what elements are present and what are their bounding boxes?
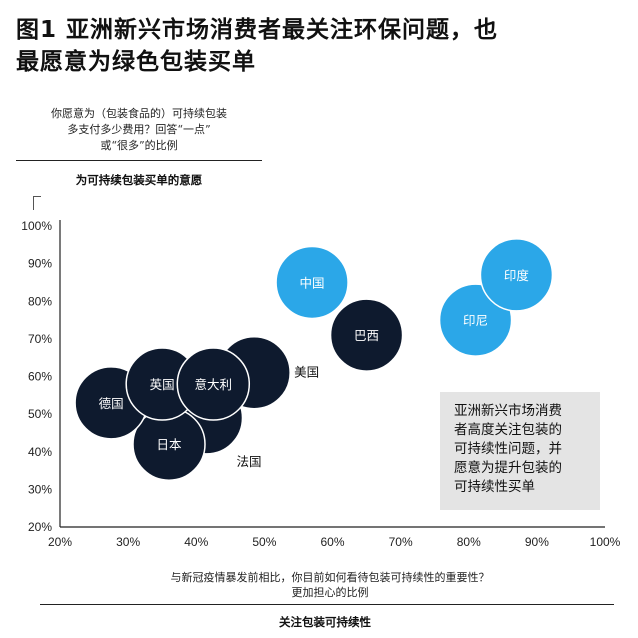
y-axis-divider: [16, 160, 262, 161]
y-tick-label: 50%: [28, 407, 52, 421]
x-tick-label: 80%: [457, 535, 481, 549]
point-label: 英国: [150, 377, 175, 392]
chart-title: 图1 亚洲新兴市场消费者最关注环保问题，也 最愿意为绿色包装买单: [16, 14, 616, 78]
x-axis-question-line: 更加担心的比例: [291, 586, 369, 599]
y-tick-label: 90%: [28, 257, 52, 271]
bubbles-layer: [74, 238, 554, 481]
bubble-point: [329, 298, 404, 372]
x-tick-label: 90%: [525, 535, 549, 549]
x-axis-question: 与新冠疫情暴发前相比，你目前如何看待包装可持续性的重要性？ 更加担心的比例: [60, 570, 600, 600]
point-label: 日本: [156, 437, 182, 452]
point-label: 中国: [300, 275, 325, 290]
point-label: 印尼: [463, 313, 488, 328]
point-label: 巴西: [354, 328, 379, 343]
callout-line: 愿意为提升包装的: [454, 460, 562, 476]
point-label: 美国: [294, 365, 319, 380]
y-axis-bracket-tick: [33, 196, 41, 197]
x-axis-question-line: 与新冠疫情暴发前相比，你目前如何看待包装可持续性的重要性？: [170, 571, 490, 584]
callout-line: 可持续性问题，并: [454, 441, 562, 457]
point-label: 印度: [504, 268, 530, 283]
y-axis-question-line: 或“很多”的比例: [100, 139, 178, 152]
y-tick-label: 20%: [28, 520, 52, 534]
bubble-point: [275, 245, 349, 320]
x-tick-label: 30%: [116, 535, 140, 549]
y-tick-label: 60%: [28, 370, 52, 384]
x-tick-label: 50%: [252, 535, 276, 549]
chart-title-line: 最愿意为绿色包装买单: [16, 49, 256, 75]
point-label: 德国: [99, 396, 124, 411]
y-axis-question: 你愿意为（包装食品的）可持续包装 多支付多少费用？回答“一点” 或“很多”的比例: [26, 106, 252, 154]
y-axis-question-line: 你愿意为（包装食品的）可持续包装: [51, 107, 227, 120]
point-label: 法国: [236, 454, 261, 469]
x-tick-label: 100%: [590, 535, 621, 549]
y-tick-labels: 20% 30% 40% 50% 60% 70% 80% 90% 100%: [21, 219, 52, 534]
x-tick-label: 20%: [48, 535, 72, 549]
callout-line: 可持续性买单: [454, 479, 535, 495]
x-tick-labels: 20% 30% 40% 50% 60% 70% 80% 90% 100%: [48, 535, 621, 549]
callout-line: 者高度关注包装的: [454, 422, 562, 438]
callout-line: 亚洲新兴市场消费: [454, 403, 562, 419]
callout-box: 亚洲新兴市场消费 者高度关注包装的 可持续性问题，并 愿意为提升包装的 可持续性…: [440, 392, 600, 510]
y-tick-label: 70%: [28, 332, 52, 346]
chart-title-line: 图1 亚洲新兴市场消费者最关注环保问题，也: [16, 17, 499, 43]
x-axis-subtitle: 关注包装可持续性: [279, 615, 371, 629]
bubble-point: [479, 238, 554, 312]
x-tick-label: 40%: [184, 535, 208, 549]
y-tick-label: 30%: [28, 482, 52, 496]
x-tick-label: 70%: [389, 535, 413, 549]
y-tick-label: 100%: [21, 219, 52, 233]
y-tick-label: 80%: [28, 294, 52, 308]
bubble-point: [176, 347, 251, 421]
x-axis-divider: [40, 604, 614, 605]
x-tick-label: 60%: [320, 535, 344, 549]
point-label: 意大利: [195, 377, 233, 392]
y-tick-label: 40%: [28, 445, 52, 459]
y-axis-subtitle: 为可持续包装买单的意愿: [75, 173, 203, 187]
y-axis-question-line: 多支付多少费用？回答“一点”: [67, 123, 211, 136]
y-axis-bracket: [33, 196, 34, 210]
